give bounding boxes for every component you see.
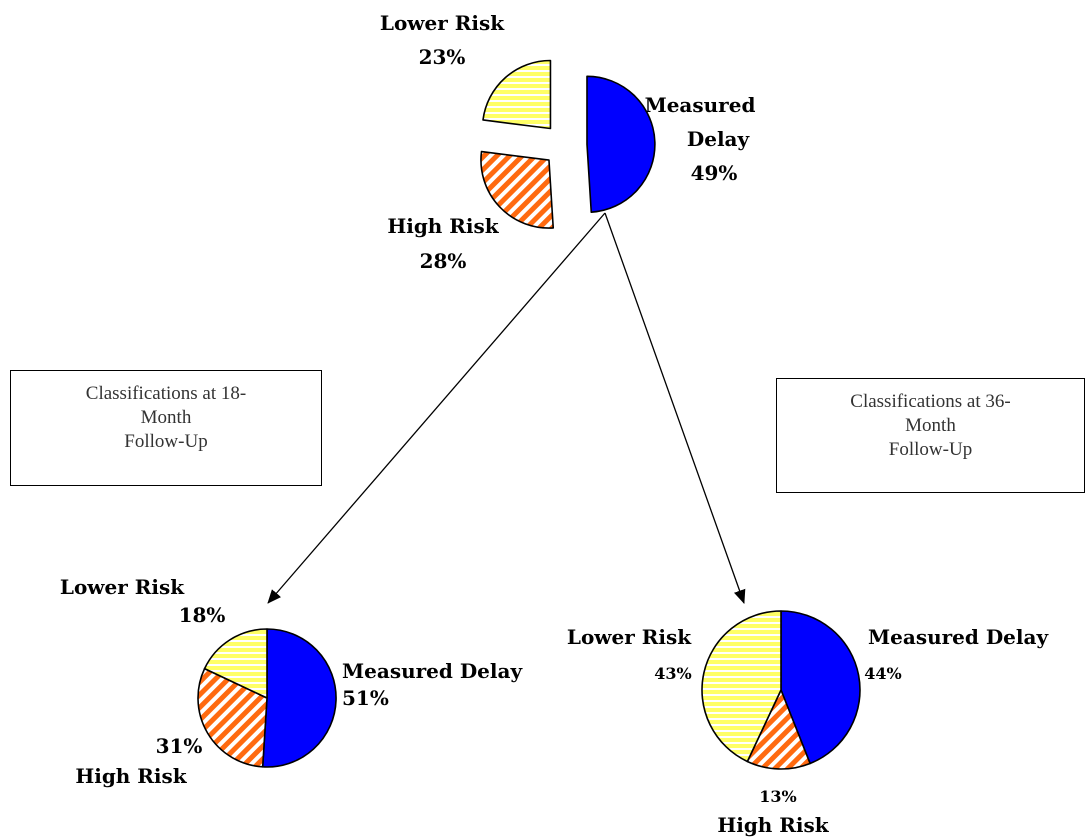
- right-measured-delay-label: Measured Delay: [868, 625, 1049, 649]
- left-slice-high: [197, 667, 268, 768]
- right-slice-lower: [701, 610, 782, 763]
- top-slice-delay: [586, 75, 656, 213]
- pie-chart-36-month: [701, 610, 861, 770]
- box-36-line3: Follow-Up: [888, 439, 973, 460]
- pie-chart-18-month: [197, 628, 337, 768]
- left-lower-risk-label: Lower Risk: [60, 575, 185, 599]
- top-slice-lower: [482, 59, 552, 130]
- left-slice-delay: [261, 628, 337, 768]
- top-high-risk-label: High Risk: [387, 214, 499, 238]
- left-measured-delay-label: Measured Delay: [342, 659, 523, 683]
- classification-18-month-box: Classifications at 18- Month Follow-Up: [10, 370, 322, 486]
- right-high-risk-label: High Risk: [717, 813, 829, 837]
- right-high-risk-pct: 13%: [759, 787, 796, 806]
- right-slice-delay: [780, 610, 861, 765]
- right-lower-risk-pct: 43%: [654, 664, 691, 683]
- right-lower-risk-label: Lower Risk: [567, 625, 692, 649]
- arrow-to-18-month: [267, 212, 606, 604]
- left-high-risk-pct: 31%: [156, 734, 203, 758]
- top-measured-delay-label-line2: Delay: [687, 127, 751, 151]
- left-measured-delay-pct: 51%: [342, 686, 389, 710]
- box-18-line2: Month: [140, 407, 192, 428]
- right-measured-delay-pct: 44%: [864, 664, 901, 683]
- box-36-line2: Month: [905, 415, 956, 436]
- right-slice-high: [746, 689, 811, 770]
- arrow-to-36-month: [604, 212, 746, 604]
- left-lower-risk-pct: 18%: [179, 603, 226, 627]
- left-high-risk-label: High Risk: [75, 764, 187, 788]
- top-measured-delay-pct: 49%: [691, 161, 738, 185]
- top-measured-delay-label-line1: Measured: [645, 93, 756, 117]
- box-18-line3: Follow-Up: [124, 431, 208, 452]
- box-18-line1: Classifications at 18-: [85, 383, 247, 404]
- pie-chart-intake: [480, 59, 656, 229]
- classification-36-month-box: Classifications at 36- Month Follow-Up: [776, 378, 1085, 493]
- box-36-line1: Classifications at 36-: [850, 391, 1011, 412]
- top-slice-high: [480, 150, 555, 229]
- top-lower-risk-label: Lower Risk: [380, 11, 505, 35]
- left-slice-lower: [203, 628, 268, 699]
- top-high-risk-pct: 28%: [420, 249, 467, 273]
- top-lower-risk-pct: 23%: [419, 45, 466, 69]
